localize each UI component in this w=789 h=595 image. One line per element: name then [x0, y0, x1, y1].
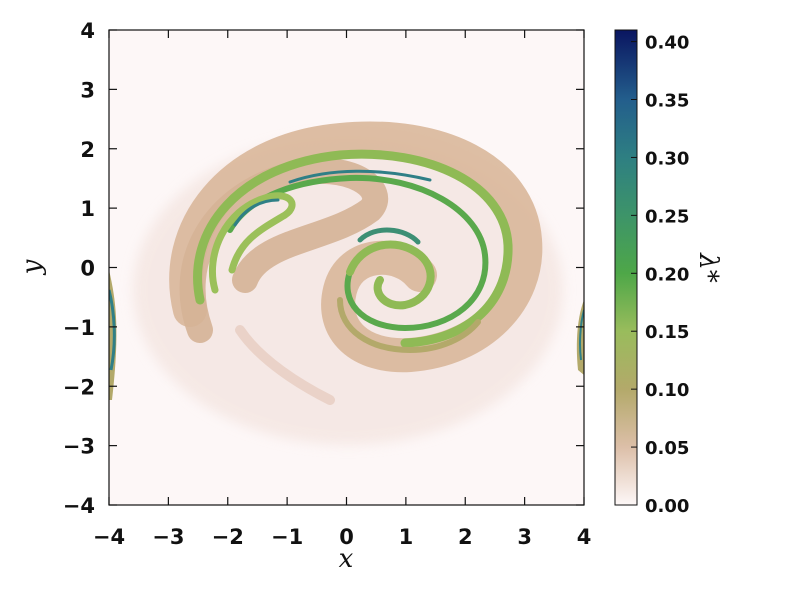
colorbar-gradient: [615, 30, 637, 505]
y-tick-label: 2: [80, 138, 95, 162]
y-tick-label: −4: [63, 494, 95, 518]
y-tick-label: 1: [80, 197, 95, 221]
x-tick-label: 3: [517, 525, 532, 549]
colorbar-label: λ*: [693, 252, 723, 282]
heatmap-field: [109, 121, 584, 445]
x-tick-label: −4: [93, 525, 125, 549]
outer-band: [169, 121, 543, 373]
filament-lower: [337, 297, 481, 354]
x-tick-label: −1: [271, 525, 303, 549]
y-tick-label: −2: [63, 375, 95, 399]
colorbar-frame: [614, 29, 638, 506]
right-edge-core: [579, 309, 584, 361]
x-axis-label: x: [339, 544, 354, 574]
x-tick-label: 1: [399, 525, 414, 549]
colorbar-tick-label: 0.20: [645, 264, 689, 285]
x-tick-label: −2: [212, 525, 244, 549]
colorbar-tick-label: 0.15: [645, 322, 689, 343]
colorbar-tick-label: 0.40: [645, 33, 689, 54]
filament-outer: [193, 149, 513, 348]
filament-core: [357, 227, 421, 245]
colorbar-tick-label: 0.25: [645, 206, 689, 227]
colorbar-tick-label: 0.10: [645, 380, 689, 401]
colorbar-tick-label: 0.35: [645, 91, 689, 112]
x-axis-ticks: −4 −3 −2 −1 0 1 2 3 4: [93, 30, 591, 549]
colorbar-tick-label: 0.05: [645, 438, 689, 459]
y-tick-label: −1: [63, 316, 95, 340]
filament-left-dark: [233, 198, 280, 227]
left-edge-core: [109, 289, 116, 371]
filament-left: [208, 192, 296, 294]
y-tick-label: −3: [63, 435, 95, 459]
x-tick-label: 0: [339, 525, 354, 549]
filament-inner: [346, 240, 435, 310]
colorbar: 0.00 0.05 0.10 0.15 0.20 0.25 0.30 0.35 0.40 λ*: [614, 29, 723, 517]
y-tick-label: 3: [80, 78, 95, 102]
filament-top: [288, 169, 432, 184]
colorbar-ticks: 0.00 0.05 0.10 0.15 0.20 0.25 0.30 0.35 0.40: [631, 33, 689, 517]
x-tick-label: −3: [152, 525, 184, 549]
y-tick-label: 4: [80, 19, 95, 43]
faint-tail: [235, 325, 335, 405]
x-tick-label: 2: [458, 525, 473, 549]
colorbar-tick-label: 0.00: [645, 496, 689, 517]
y-tick-label: 0: [80, 257, 95, 281]
y-axis-label: y: [17, 259, 47, 275]
filament-mid: [227, 174, 489, 332]
x-tick-label: 4: [577, 525, 592, 549]
y-axis-ticks: −4 −3 −2 −1 0 1 2 3 4: [63, 19, 584, 518]
plot-area: −4 −3 −2 −1 0 1 2 3 4 −4 −3 −2 −1 0 1 2 3 4: [63, 19, 592, 549]
colorbar-tick-label: 0.30: [645, 148, 689, 169]
